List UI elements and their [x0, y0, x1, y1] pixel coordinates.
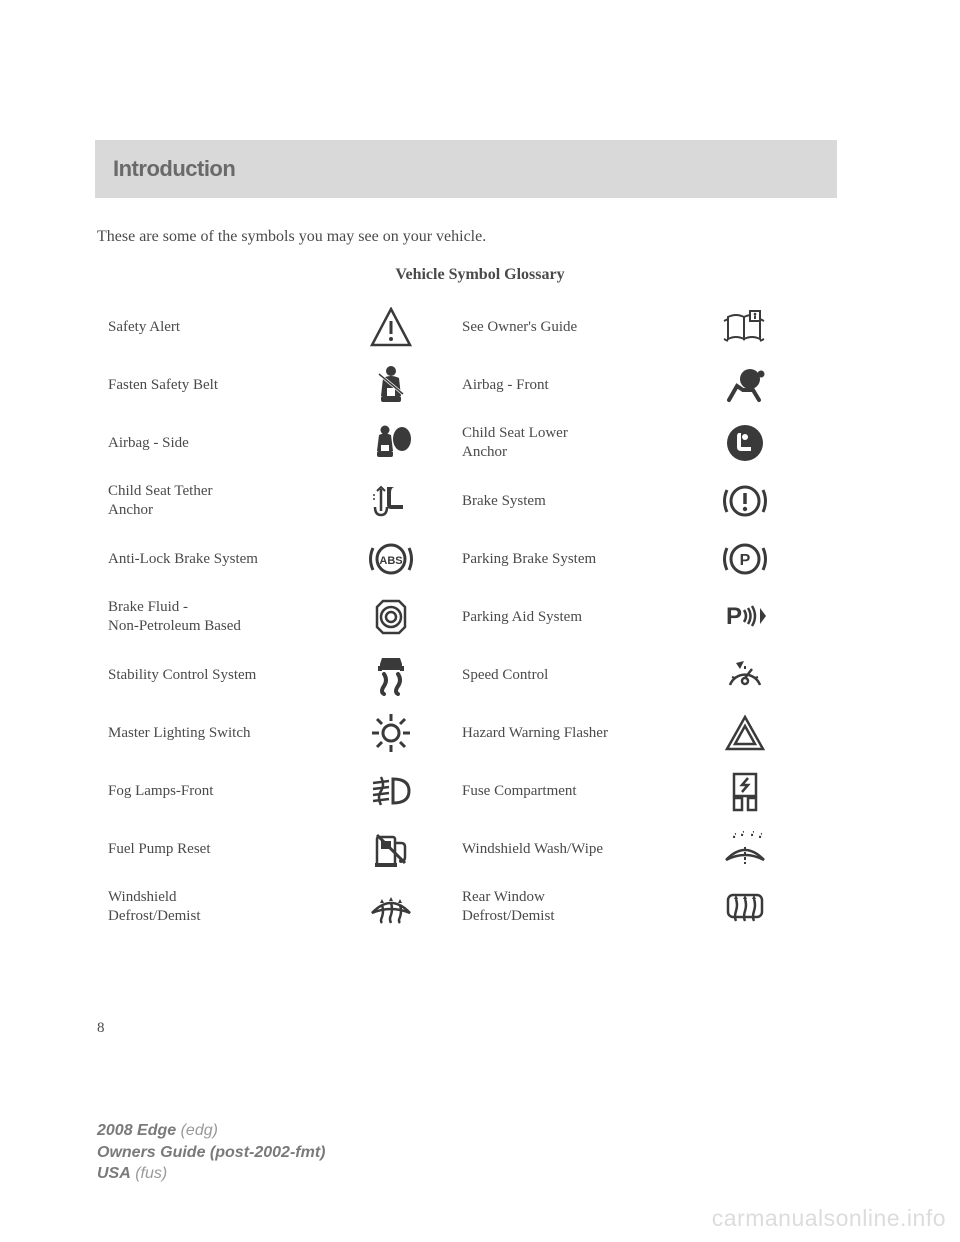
table-row: Master Lighting Switch Hazard Warning Fl… — [108, 704, 850, 762]
symbol-label: Fog Lamps-Front — [108, 782, 320, 801]
rear-window-defrost-icon — [674, 889, 816, 925]
svg-text:ABS: ABS — [379, 555, 402, 567]
intro-text: These are some of the symbols you may se… — [97, 228, 486, 246]
fuel-pump-reset-icon — [320, 829, 462, 869]
symbol-label: Windshield Wash/Wipe — [462, 840, 674, 859]
table-row: Airbag - Side Child Seat LowerAnchor — [108, 414, 850, 472]
airbag-side-icon — [320, 423, 462, 463]
airbag-front-icon — [674, 366, 816, 404]
table-row: Brake Fluid -Non-Petroleum Based Parking… — [108, 588, 850, 646]
safety-alert-icon — [320, 307, 462, 347]
speed-control-icon — [674, 657, 816, 693]
fog-lamps-front-icon — [320, 773, 462, 809]
symbol-label: Master Lighting Switch — [108, 724, 320, 743]
symbol-label: Anti-Lock Brake System — [108, 550, 320, 569]
glossary-title: Vehicle Symbol Glossary — [0, 266, 960, 284]
table-row: Anti-Lock Brake System ABS Parking Brake… — [108, 530, 850, 588]
footer-model: 2008 Edge — [97, 1122, 176, 1139]
hazard-warning-flasher-icon — [674, 714, 816, 752]
symbol-label: Hazard Warning Flasher — [462, 724, 674, 743]
symbol-label: Fuel Pump Reset — [108, 840, 320, 859]
footer-line-2: Owners Guide (post-2002-fmt) — [97, 1142, 325, 1164]
symbol-label: Parking Aid System — [462, 608, 674, 627]
section-title: Introduction — [113, 156, 235, 182]
symbol-label: Fuse Compartment — [462, 782, 674, 801]
table-row: Fuel Pump Reset Windshield Wash/Wipe — [108, 820, 850, 878]
symbol-label: WindshieldDefrost/Demist — [108, 888, 320, 926]
symbol-label: Fasten Safety Belt — [108, 376, 320, 395]
table-row: Fasten Safety Belt Airbag - Front — [108, 356, 850, 414]
footer-model-code: (edg) — [176, 1122, 218, 1139]
footer-line-1: 2008 Edge (edg) — [97, 1120, 325, 1142]
footer-region-code: (fus) — [131, 1165, 167, 1182]
child-seat-lower-anchor-icon — [674, 423, 816, 463]
footer-guide: Owners Guide (post-2002-fmt) — [97, 1144, 325, 1161]
table-row: Child Seat TetherAnchor Brake System — [108, 472, 850, 530]
parking-aid-system-icon: P — [674, 600, 816, 634]
windshield-defrost-icon — [320, 889, 462, 925]
symbol-label: Rear WindowDefrost/Demist — [462, 888, 674, 926]
fasten-safety-belt-icon — [320, 364, 462, 406]
symbol-label: Child Seat LowerAnchor — [462, 424, 674, 462]
table-row: Stability Control System Speed Control — [108, 646, 850, 704]
svg-text:P: P — [726, 603, 742, 630]
table-row: Fog Lamps-Front Fuse Compartment — [108, 762, 850, 820]
table-row: Safety Alert See Owner's Guide — [108, 298, 850, 356]
owners-guide-icon — [674, 309, 816, 345]
symbol-label: Speed Control — [462, 666, 674, 685]
symbol-label: See Owner's Guide — [462, 318, 674, 337]
page-number: 8 — [97, 1020, 105, 1037]
symbol-label: Brake System — [462, 492, 674, 511]
master-lighting-switch-icon — [320, 712, 462, 754]
footer-line-3: USA (fus) — [97, 1163, 325, 1185]
section-header-bar: Introduction — [95, 140, 837, 198]
brake-system-icon — [674, 482, 816, 520]
symbol-label: Stability Control System — [108, 666, 320, 685]
anti-lock-brake-system-icon: ABS — [320, 540, 462, 578]
fuse-compartment-icon — [674, 770, 816, 812]
windshield-wash-wipe-icon — [674, 830, 816, 868]
brake-fluid-icon — [320, 597, 462, 637]
parking-brake-system-icon: P — [674, 540, 816, 578]
child-seat-tether-anchor-icon — [320, 481, 462, 521]
svg-text:P: P — [740, 552, 751, 569]
footer-region: USA — [97, 1165, 131, 1182]
symbol-label: Airbag - Front — [462, 376, 674, 395]
page: Introduction These are some of the symbo… — [0, 0, 960, 1242]
symbol-label: Airbag - Side — [108, 434, 320, 453]
watermark-text: carmanualsonline.info — [712, 1205, 946, 1232]
footer-block: 2008 Edge (edg) Owners Guide (post-2002-… — [97, 1120, 325, 1185]
symbol-label: Parking Brake System — [462, 550, 674, 569]
symbol-label: Safety Alert — [108, 318, 320, 337]
symbol-glossary-table: Safety Alert See Owner's Guide Fasten Sa… — [108, 298, 850, 936]
symbol-label: Brake Fluid -Non-Petroleum Based — [108, 598, 320, 636]
stability-control-system-icon — [320, 654, 462, 696]
symbol-label: Child Seat TetherAnchor — [108, 482, 320, 520]
table-row: WindshieldDefrost/Demist Rear WindowDefr… — [108, 878, 850, 936]
